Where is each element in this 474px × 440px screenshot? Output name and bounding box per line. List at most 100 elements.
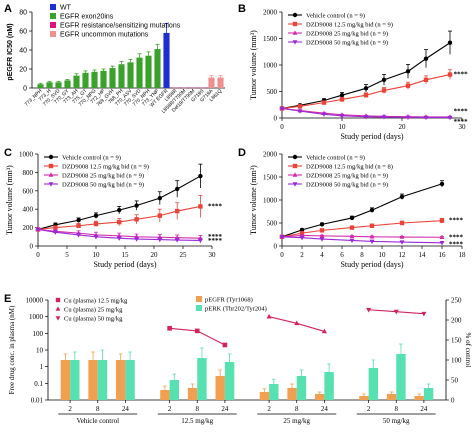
y-tick-label: 1000 xyxy=(19,151,34,159)
bar xyxy=(91,71,98,88)
legend-marker xyxy=(48,163,54,169)
bar xyxy=(169,380,180,400)
bar xyxy=(154,49,161,88)
legend-swatch xyxy=(50,4,56,10)
data-point xyxy=(366,307,372,313)
legend-swatch xyxy=(196,305,202,311)
y-tick-label: 0 xyxy=(274,115,278,123)
y-tick-label: 20 xyxy=(19,67,27,74)
x-tick-label: 12 xyxy=(399,251,407,259)
x-tick-label: 24 xyxy=(122,405,130,413)
panel-label-a: A xyxy=(4,3,12,15)
data-point xyxy=(297,104,303,109)
y-tick-label: 60 xyxy=(19,29,27,36)
bar xyxy=(269,384,279,400)
data-point xyxy=(399,220,405,226)
significance-annotation: **** xyxy=(454,71,469,79)
data-point xyxy=(134,237,140,242)
x-tick-label: 2 xyxy=(367,405,371,413)
y-tick-right-label: 0 xyxy=(451,397,455,405)
data-point xyxy=(369,234,375,239)
y-tick-right-label: 200 xyxy=(451,317,462,325)
panel-label-d: D xyxy=(238,147,246,159)
bar xyxy=(145,55,152,88)
legend-swatch xyxy=(50,31,56,37)
bar xyxy=(73,75,80,88)
group-label: 12.5 mg/kg xyxy=(181,417,213,425)
y-axis-label: pEGFR IC50 (nM) xyxy=(7,23,14,80)
legend-label: EGFR uncommon mutations xyxy=(60,32,149,39)
data-point xyxy=(321,112,327,117)
x-tick-label: 8 xyxy=(96,405,100,413)
y-tick-label: 800 xyxy=(23,169,34,177)
data-point xyxy=(399,194,405,199)
x-tick-label: 14 xyxy=(419,251,427,259)
x-tick-label: 10 xyxy=(93,251,101,259)
x-tick-label: 6 xyxy=(340,251,344,259)
legend-marker xyxy=(48,182,54,187)
x-tick-label: 0 xyxy=(36,251,40,259)
bar xyxy=(181,87,188,89)
y-tick-label: 400 xyxy=(23,206,34,214)
panel-label-c: C xyxy=(4,147,12,159)
legend-marker xyxy=(55,297,61,303)
data-point xyxy=(157,213,162,218)
data-point xyxy=(405,69,411,74)
y-tick-label: 2000 xyxy=(263,9,278,17)
bar xyxy=(109,68,116,88)
x-tick-label: 20 xyxy=(151,251,159,259)
data-point xyxy=(363,86,369,91)
data-point xyxy=(381,77,387,83)
legend-label: DZD9008 25 mg/kg bid (n = 9) xyxy=(62,173,144,180)
bar xyxy=(88,360,98,400)
data-point xyxy=(294,320,300,326)
legend-label: Vehicle control (n = 9) xyxy=(306,155,365,162)
bar xyxy=(187,388,198,400)
y-tick-label: 80 xyxy=(19,10,27,17)
bar xyxy=(127,62,134,88)
y-tick-right-label: 150 xyxy=(451,337,462,345)
legend-marker xyxy=(55,316,61,321)
data-point xyxy=(76,223,81,228)
bar xyxy=(197,358,207,400)
x-axis-label: Study period (days) xyxy=(340,260,403,269)
significance-annotation: **** xyxy=(454,108,469,116)
legend-label: DZD9008 12.5 mg/kg bid (n = 8) xyxy=(306,164,393,171)
x-tick-label: 8 xyxy=(395,405,399,413)
legend-label: Cu (plasma) 12.5 mg/kg xyxy=(64,298,128,305)
bar xyxy=(324,372,334,400)
bar xyxy=(314,394,325,400)
data-point xyxy=(399,234,405,239)
series-line xyxy=(281,234,443,238)
bar xyxy=(423,388,434,400)
x-tick-label: 10 xyxy=(339,123,347,131)
y-axis-right-label: % of control xyxy=(464,333,472,368)
x-tick-label: 2 xyxy=(300,251,304,259)
legend-label: DZD9008 50 mg/kg bid (n = 9) xyxy=(306,182,388,189)
x-axis-label: Study period (days) xyxy=(340,132,403,141)
bar xyxy=(70,360,80,400)
bar xyxy=(359,396,369,400)
significance-annotation: **** xyxy=(449,233,464,241)
bar xyxy=(125,360,135,400)
legend-swatch xyxy=(50,22,56,28)
panel-label-b: B xyxy=(238,3,246,15)
data-point xyxy=(369,239,375,245)
group-label: Vehicle control xyxy=(76,417,119,425)
data-point xyxy=(447,72,453,77)
data-point xyxy=(319,237,325,242)
x-tick-label: 8 xyxy=(360,251,364,259)
legend-swatch xyxy=(196,296,202,302)
significance-annotation: **** xyxy=(208,202,223,210)
y-tick-label: 1500 xyxy=(263,174,278,182)
data-point xyxy=(222,342,228,348)
x-tick-label: 2 xyxy=(68,405,72,413)
x-tick-label: 4 xyxy=(320,251,324,259)
data-point xyxy=(157,237,163,243)
legend-label: EGFR exon20ins xyxy=(60,14,114,21)
x-tick-label: 30 xyxy=(459,123,467,131)
data-point xyxy=(52,230,58,235)
data-point xyxy=(369,207,375,213)
x-tick-label: 5 xyxy=(65,251,69,259)
data-point xyxy=(349,215,355,221)
